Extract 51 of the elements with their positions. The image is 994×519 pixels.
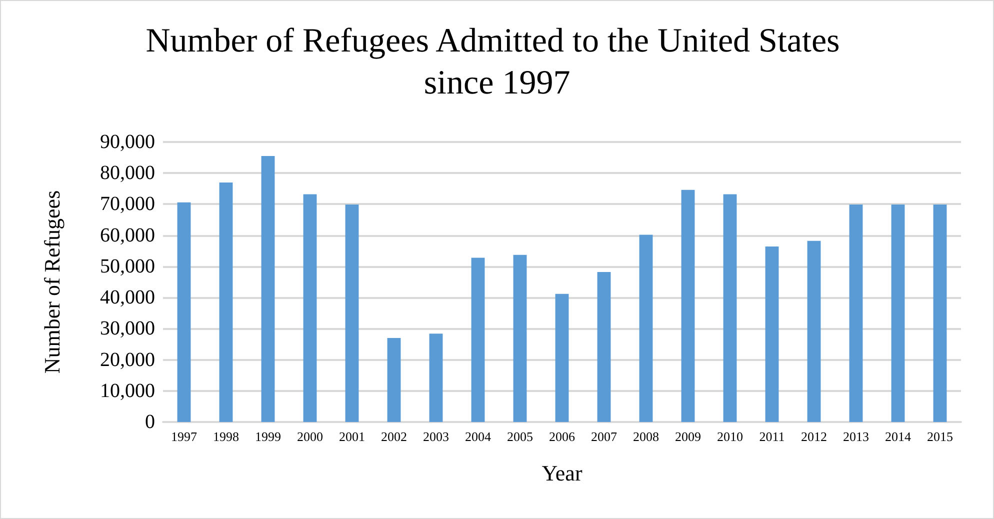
x-tick-label: 2009 <box>675 429 701 444</box>
bar <box>177 202 191 422</box>
x-tick-label: 2003 <box>423 429 449 444</box>
x-tick-label: 2000 <box>297 429 323 444</box>
bar <box>429 334 443 422</box>
x-tick-label: 2006 <box>549 429 576 444</box>
x-tick-label: 2014 <box>885 429 912 444</box>
bar <box>303 194 317 422</box>
x-tick-label: 2001 <box>339 429 365 444</box>
x-tick-label: 2011 <box>759 429 785 444</box>
y-tick-label: 80,000 <box>100 162 155 184</box>
x-tick-label: 2012 <box>801 429 827 444</box>
x-tick-label: 2015 <box>927 429 953 444</box>
x-tick-label: 1997 <box>171 429 198 444</box>
bar <box>219 182 233 422</box>
x-tick-label: 2013 <box>843 429 869 444</box>
bar <box>807 240 821 422</box>
y-tick-label: 20,000 <box>100 348 155 371</box>
bar <box>345 204 359 422</box>
y-tick-label: 50,000 <box>100 255 155 278</box>
x-tick-label: 2010 <box>717 429 743 444</box>
y-tick-label: 60,000 <box>100 224 155 246</box>
y-tick-label: 70,000 <box>100 193 155 216</box>
x-axis-title: Year <box>542 460 583 486</box>
bar <box>261 156 275 422</box>
bar <box>681 190 695 422</box>
bar <box>723 194 737 422</box>
x-tick-label: 1998 <box>213 429 239 444</box>
bar <box>891 204 905 422</box>
bar <box>933 204 947 422</box>
x-tick-label: 1999 <box>255 429 281 444</box>
bar <box>597 272 611 422</box>
y-tick-label: 10,000 <box>100 380 155 402</box>
chart-title: Number of Refugees Admitted to the United States since 1997 <box>146 22 848 102</box>
bar <box>849 204 863 422</box>
x-tick-label: 2002 <box>381 429 407 444</box>
bar <box>765 246 779 422</box>
bar <box>513 254 527 422</box>
x-tick-label: 2008 <box>633 429 659 444</box>
y-tick-label: 40,000 <box>100 286 155 309</box>
bar <box>555 294 569 422</box>
bar <box>387 338 401 422</box>
bar <box>471 258 485 422</box>
y-axis-title: Number of Refugees <box>40 190 64 374</box>
bar <box>639 234 653 422</box>
y-tick-label: 30,000 <box>100 318 155 340</box>
x-tick-label: 2007 <box>591 429 618 444</box>
x-tick-label: 2005 <box>507 429 533 444</box>
y-tick-label: 0 <box>145 411 155 433</box>
x-tick-label: 2004 <box>465 429 492 444</box>
y-tick-label: 90,000 <box>100 131 155 153</box>
